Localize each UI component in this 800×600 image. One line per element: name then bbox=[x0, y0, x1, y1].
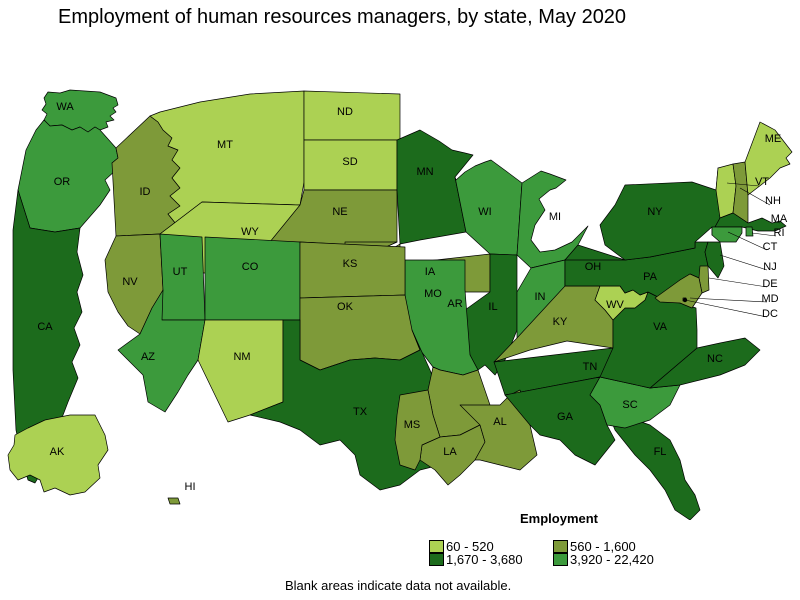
svg-text:KY: KY bbox=[553, 316, 568, 328]
svg-text:CT: CT bbox=[763, 241, 778, 253]
svg-text:MS: MS bbox=[404, 419, 421, 431]
svg-text:OH: OH bbox=[585, 261, 602, 273]
svg-text:ND: ND bbox=[337, 106, 353, 118]
svg-text:TX: TX bbox=[353, 406, 368, 418]
svg-text:UT: UT bbox=[173, 266, 188, 278]
svg-text:WI: WI bbox=[478, 206, 491, 218]
svg-text:DE: DE bbox=[762, 278, 777, 290]
svg-text:OK: OK bbox=[337, 301, 354, 313]
svg-text:MO: MO bbox=[424, 288, 442, 300]
svg-text:AR: AR bbox=[447, 298, 462, 310]
svg-text:NJ: NJ bbox=[763, 261, 776, 273]
svg-text:AK: AK bbox=[50, 446, 65, 458]
svg-text:MA: MA bbox=[771, 213, 788, 225]
svg-text:ID: ID bbox=[140, 186, 151, 198]
svg-text:NM: NM bbox=[233, 351, 250, 363]
svg-text:WA: WA bbox=[56, 101, 74, 113]
svg-text:FL: FL bbox=[654, 446, 667, 458]
svg-text:VT: VT bbox=[755, 176, 769, 188]
svg-text:IA: IA bbox=[425, 266, 436, 278]
svg-text:IN: IN bbox=[535, 291, 546, 303]
svg-text:ME: ME bbox=[765, 133, 782, 145]
svg-text:IL: IL bbox=[488, 301, 497, 313]
svg-text:WV: WV bbox=[606, 299, 624, 311]
svg-text:HI: HI bbox=[185, 481, 196, 493]
svg-text:KS: KS bbox=[343, 258, 358, 270]
svg-text:SC: SC bbox=[622, 399, 637, 411]
svg-text:CA: CA bbox=[37, 321, 53, 333]
svg-text:LA: LA bbox=[443, 446, 457, 458]
svg-text:PA: PA bbox=[643, 271, 658, 283]
svg-text:RI: RI bbox=[774, 227, 785, 239]
svg-text:NY: NY bbox=[647, 206, 663, 218]
svg-text:MD: MD bbox=[761, 293, 778, 305]
svg-text:MN: MN bbox=[416, 166, 433, 178]
svg-text:SD: SD bbox=[342, 156, 357, 168]
svg-text:OR: OR bbox=[54, 176, 71, 188]
svg-text:MI: MI bbox=[549, 211, 561, 223]
svg-text:WY: WY bbox=[241, 226, 259, 238]
svg-text:NV: NV bbox=[122, 276, 138, 288]
svg-text:VA: VA bbox=[653, 321, 668, 333]
svg-text:CO: CO bbox=[242, 261, 259, 273]
svg-text:AL: AL bbox=[493, 416, 506, 428]
svg-text:NE: NE bbox=[332, 206, 347, 218]
svg-text:MT: MT bbox=[217, 139, 233, 151]
svg-text:NH: NH bbox=[765, 195, 781, 207]
svg-text:AZ: AZ bbox=[141, 351, 155, 363]
svg-text:GA: GA bbox=[557, 411, 574, 423]
svg-text:DC: DC bbox=[762, 308, 778, 320]
svg-text:NC: NC bbox=[707, 353, 723, 365]
svg-text:TN: TN bbox=[583, 361, 598, 373]
